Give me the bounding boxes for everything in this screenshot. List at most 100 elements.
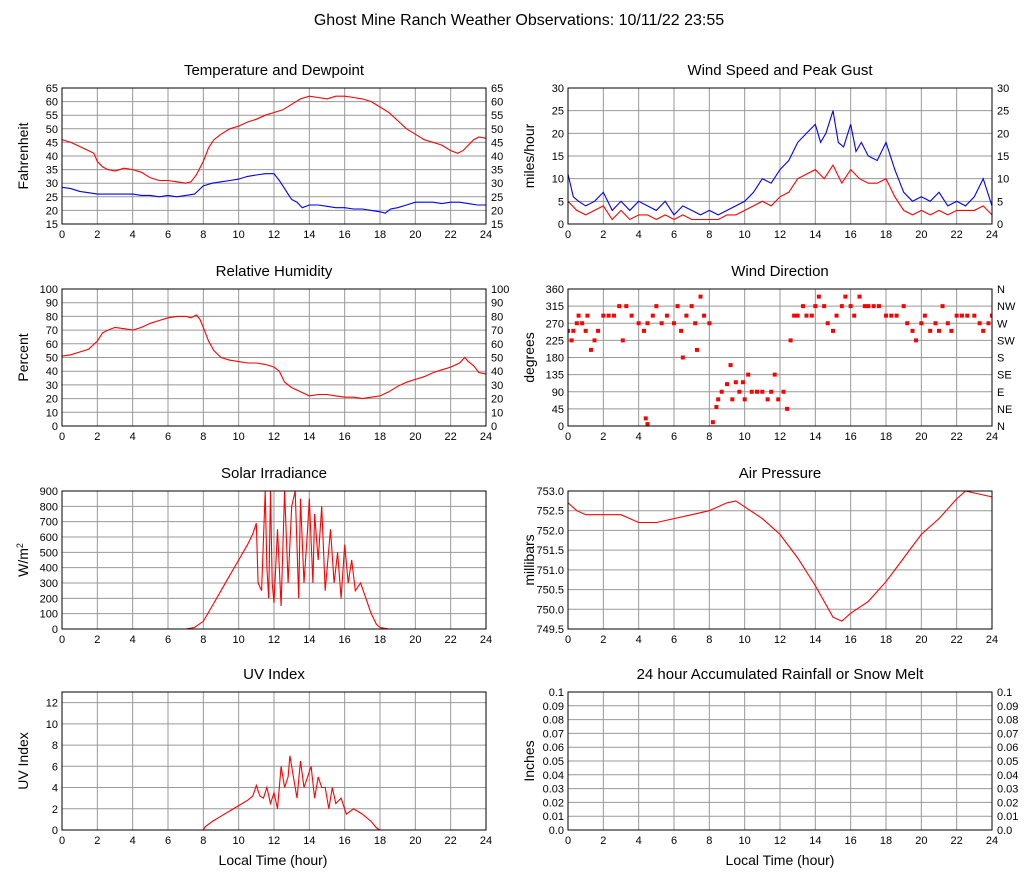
y-tick-label: 0.06 <box>543 742 564 754</box>
x-tick-label: 14 <box>809 431 821 443</box>
data-point <box>765 397 770 402</box>
series-line-0 <box>568 491 992 622</box>
y-tick-label: 55 <box>46 110 58 122</box>
y-tick-label-right: 0.01 <box>997 811 1018 823</box>
y-tick-label-right: 0.09 <box>997 701 1018 713</box>
x-tick-label: 18 <box>880 634 892 646</box>
data-point <box>592 338 597 343</box>
x-tick-label: 10 <box>233 634 245 646</box>
y-tick-label-right: 80 <box>491 311 503 323</box>
data-point <box>871 304 876 309</box>
x-tick-label: 2 <box>600 229 606 241</box>
y-tick-label: 0.0 <box>549 825 564 837</box>
y-tick-label: 45 <box>46 137 58 149</box>
y-tick-label: 8 <box>52 740 58 752</box>
x-tick-label: 22 <box>951 835 963 847</box>
x-tick-label: 12 <box>268 431 280 443</box>
data-point <box>954 313 959 318</box>
x-tick-label: 16 <box>845 835 857 847</box>
y-tick-label: 225 <box>546 335 564 347</box>
x-tick-label: 24 <box>480 835 492 847</box>
data-point <box>624 304 629 309</box>
x-tick-label: 18 <box>374 229 386 241</box>
series-line-1 <box>568 163 992 221</box>
data-point <box>693 321 698 326</box>
plot-frame <box>567 691 993 831</box>
x-tick-label: 16 <box>845 229 857 241</box>
data-point <box>831 328 835 333</box>
series-line-0 <box>62 314 486 400</box>
x-tick-label: 18 <box>880 229 892 241</box>
y-tick-label: 40 <box>46 151 58 163</box>
y-tick-label: 15 <box>46 219 58 231</box>
data-point <box>825 321 830 326</box>
y-tick-label: 20 <box>46 394 58 406</box>
data-point <box>679 328 684 333</box>
data-point <box>876 304 881 309</box>
y-tick-label: 6 <box>52 761 58 773</box>
data-point <box>710 420 715 425</box>
y-tick-label: 180 <box>546 353 564 365</box>
y-tick-label-right: 0.03 <box>997 784 1018 796</box>
data-point <box>809 313 814 318</box>
x-tick-label: 14 <box>809 634 821 646</box>
y-tick-label: 270 <box>546 318 564 330</box>
x-tick-label: 8 <box>200 634 206 646</box>
data-point <box>601 313 606 318</box>
x-tick-label: 0 <box>59 431 65 443</box>
data-point <box>884 313 888 318</box>
y-tick-label: 135 <box>546 370 564 382</box>
data-point <box>684 313 689 318</box>
x-tick-label: 12 <box>268 229 280 241</box>
data-point <box>889 313 894 318</box>
data-point <box>746 372 751 377</box>
y-tick-label: 300 <box>40 578 58 590</box>
x-tick-label: 8 <box>706 229 712 241</box>
x-tick-label: 24 <box>480 431 492 443</box>
plot-frame <box>567 288 993 427</box>
x-tick-label: 12 <box>268 835 280 847</box>
data-point <box>922 313 927 318</box>
y-tick-label: 65 <box>46 83 58 95</box>
x-tick-label: 0 <box>565 431 571 443</box>
y-tick-label-right: 0.1 <box>997 687 1012 699</box>
x-tick-label: 14 <box>303 229 315 241</box>
y-tick-label-right: 30 <box>491 380 503 392</box>
y-tick-label: 0 <box>52 624 58 636</box>
x-tick-label: 20 <box>915 431 927 443</box>
y-tick-label: 20 <box>46 205 58 217</box>
data-point <box>981 328 986 333</box>
y-axis-label: W/m2 <box>15 543 31 577</box>
y-tick-label-right: 90 <box>491 298 503 310</box>
x-tick-label: 24 <box>986 634 998 646</box>
data-point <box>698 294 703 299</box>
y-tick-label-right: 40 <box>491 151 503 163</box>
data-point <box>749 389 754 394</box>
data-point <box>792 313 797 318</box>
x-tick-label: 22 <box>951 634 963 646</box>
x-tick-label: 2 <box>94 431 100 443</box>
x-tick-label: 10 <box>739 229 751 241</box>
y-axis-label: Percent <box>15 333 31 381</box>
y-tick-label: 90 <box>552 387 564 399</box>
y-tick-label: 60 <box>46 97 58 109</box>
y-tick-label: 45 <box>552 404 564 416</box>
x-tick-label: 14 <box>809 229 821 241</box>
x-tick-label: 14 <box>303 634 315 646</box>
y-tick-label-right: W <box>997 318 1008 330</box>
data-point <box>620 338 625 343</box>
x-tick-label: 8 <box>706 835 712 847</box>
x-tick-label: 24 <box>986 229 998 241</box>
data-point <box>755 389 760 394</box>
data-point <box>848 304 853 309</box>
series-line-0 <box>62 95 486 184</box>
plot-frame <box>61 490 487 630</box>
x-tick-label: 8 <box>200 229 206 241</box>
y-tick-label-right: 70 <box>491 325 503 337</box>
data-point <box>650 313 655 318</box>
